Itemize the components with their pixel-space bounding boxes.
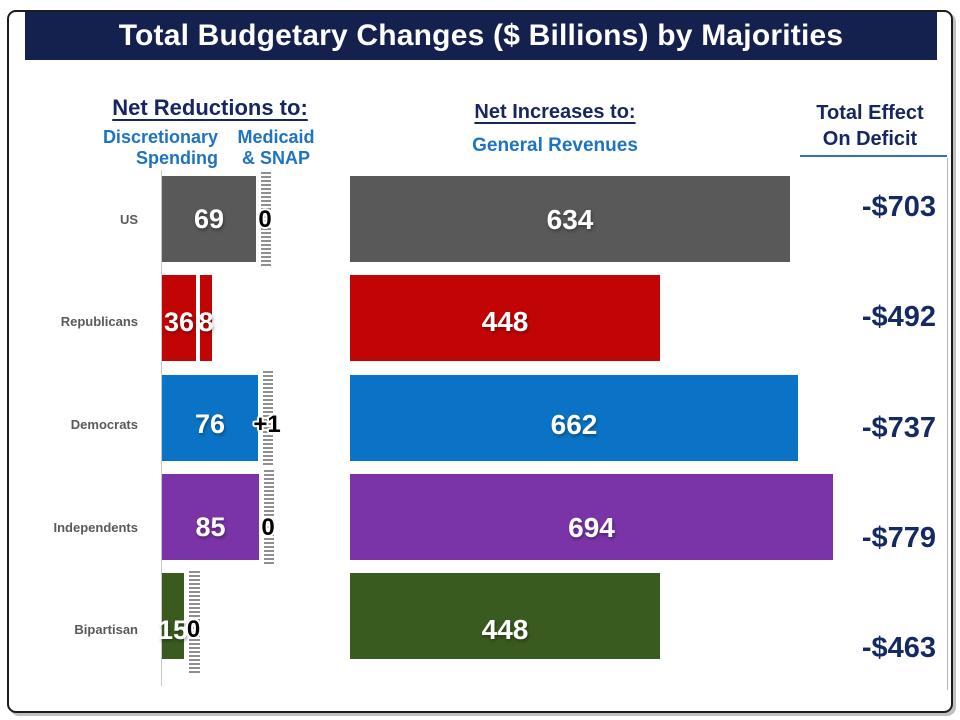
row-label: Bipartisan (74, 622, 138, 638)
row-label: Independents (53, 519, 138, 535)
header-total-effect-line2: On Deficit (822, 128, 918, 150)
discretionary-bar (162, 573, 184, 660)
header-discretionary-line1: Discretionary (102, 127, 218, 147)
total-effect-value: -$703 (861, 191, 936, 223)
revenue-value: 448 (481, 306, 529, 338)
revenue-bar (350, 473, 833, 560)
revenue-bar (350, 275, 660, 362)
slide-border (7, 10, 953, 713)
medicaid-bar (262, 370, 274, 465)
medicaid-value: 0 (258, 205, 272, 233)
total-effect-value: -$463 (861, 632, 936, 664)
row-label: Democrats (70, 416, 138, 432)
revenue-bar (350, 176, 790, 262)
discretionary-bar (162, 473, 259, 560)
left-axis-line (161, 170, 162, 686)
row-label: Republicans (60, 314, 138, 330)
header-total-effect-line1: Total Effect (816, 102, 924, 124)
discretionary-value: 15 (157, 614, 189, 645)
discretionary-value: 76 (194, 409, 226, 440)
header-net-increases: Net Increases to: (430, 101, 680, 124)
revenue-bar (350, 573, 660, 660)
header-medicaid-line1: Medicaid (237, 127, 315, 147)
discretionary-value: 36 (163, 306, 195, 337)
medicaid-value: 0 (261, 513, 275, 541)
medicaid-value: 0 (186, 616, 201, 644)
medicaid-value: 8 (198, 306, 214, 337)
total-effect-value: -$492 (861, 301, 936, 334)
title-bar: Total Budgetary Changes ($ Billions) by … (25, 12, 937, 60)
header-medicaid-line2: & SNAP (241, 148, 310, 168)
discretionary-bar (162, 176, 256, 262)
medicaid-bar (263, 469, 275, 564)
revenue-value: 634 (546, 203, 594, 235)
header-general-revenues: General Revenues (472, 135, 638, 156)
revenue-value: 694 (568, 511, 615, 543)
page-title: Total Budgetary Changes ($ Billions) by … (118, 19, 844, 52)
discretionary-bar (162, 374, 258, 461)
header-medicaid-snap: Medicaid & SNAP (226, 127, 326, 169)
discretionary-value: 69 (193, 204, 225, 234)
header-net-reductions-text: Net Reductions to: (112, 95, 308, 120)
revenue-bar (350, 374, 798, 461)
discretionary-value: 85 (195, 512, 226, 543)
medicaid-bar (260, 172, 272, 266)
row-label: US (119, 211, 138, 227)
total-effect-value: -$779 (861, 521, 936, 554)
header-discretionary-line2: Spending (136, 148, 218, 168)
revenue-value: 662 (550, 408, 598, 440)
revenue-value: 448 (481, 614, 529, 646)
medicaid-bar (188, 571, 201, 676)
header-net-increases-text: Net Increases to: (474, 101, 636, 123)
medicaid-bar (200, 275, 212, 362)
total-effect-value: -$737 (861, 411, 936, 444)
total-effect-underline (800, 155, 947, 157)
discretionary-bar (162, 275, 196, 362)
right-axis-line (947, 158, 948, 690)
medicaid-value: +1 (253, 410, 281, 438)
header-net-reductions: Net Reductions to: (70, 95, 350, 121)
header-discretionary-spending: Discretionary Spending (60, 127, 218, 169)
header-total-effect: Total Effect On Deficit (795, 100, 945, 152)
